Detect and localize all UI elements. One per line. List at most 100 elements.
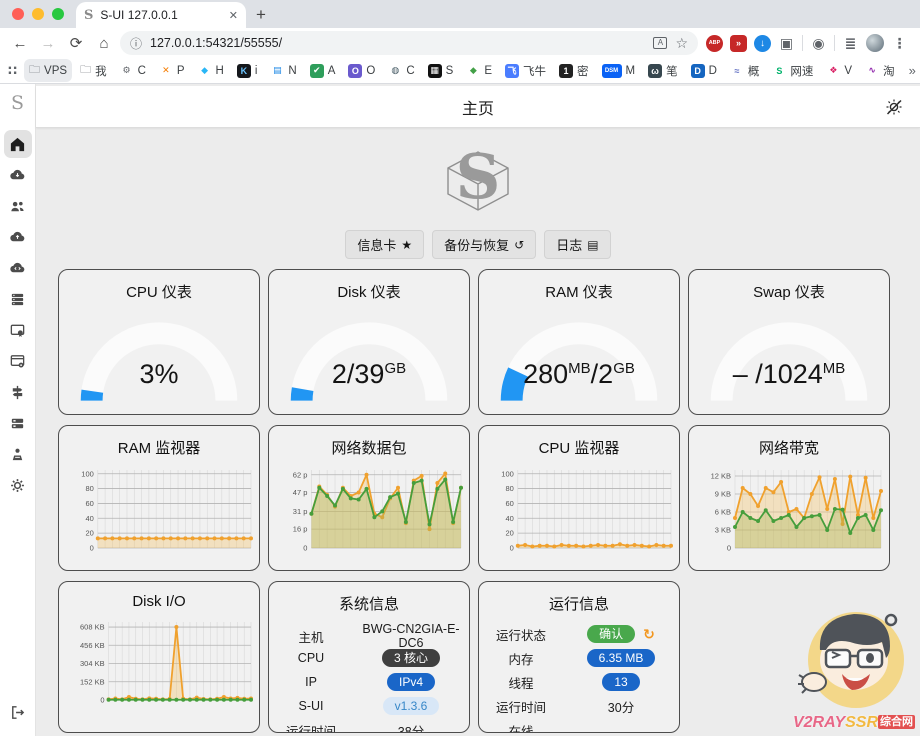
reload-icon[interactable]: ⟳ (64, 34, 88, 52)
sidebar-item-certificates[interactable] (4, 316, 32, 344)
status-badge: 6.35 MB (587, 649, 656, 667)
status-badge: IPv4 (387, 673, 435, 691)
log-button[interactable]: 日志 ▤ (544, 230, 610, 259)
gauge-value: 3% (59, 359, 259, 390)
bookmark-star-icon[interactable]: ☆ (675, 35, 688, 52)
new-tab-button[interactable]: + (246, 5, 278, 28)
info-cards-button[interactable]: 信息卡 ★ (345, 230, 424, 259)
bookmark-folder-me[interactable]: 🗀 我 (75, 59, 112, 82)
bookmark-item[interactable]: Ki (232, 62, 263, 80)
svg-text:31 p: 31 p (293, 507, 308, 516)
address-bar[interactable]: ⓘ 127.0.0.1:54321/55555/ A ☆ (120, 31, 698, 55)
maximize-window-icon[interactable] (52, 8, 64, 20)
theme-toggle-button[interactable] (884, 97, 904, 122)
info-label: CPU (269, 651, 353, 665)
backup-restore-button[interactable]: 备份与恢复 ↺ (432, 230, 536, 259)
profile-avatar[interactable] (866, 34, 884, 52)
sidebar-item-home[interactable] (4, 130, 32, 158)
bookmark-item[interactable]: ∿淘 (860, 61, 900, 81)
status-badge: 确认 (587, 625, 635, 643)
cpu-monitor-chart: 020406080100 (481, 462, 677, 562)
bookmark-folder-vps[interactable]: 🗀 VPS (24, 59, 72, 82)
bookmark-item[interactable]: ◍C (383, 62, 419, 80)
apps-grid-icon[interactable]: ∷ (8, 63, 18, 79)
restart-icon[interactable]: ↻ (643, 626, 655, 643)
bookmark-item[interactable]: DSMM (597, 62, 641, 80)
bookmark-item[interactable]: ≈概 (725, 61, 765, 81)
site-info-icon[interactable]: ⓘ (130, 35, 142, 52)
svg-text:80: 80 (505, 484, 513, 493)
bookmark-item[interactable]: ▦S (423, 62, 459, 80)
video-speed-extension-icon[interactable]: » (730, 35, 747, 52)
sidebar-item-settings[interactable] (4, 471, 32, 499)
browser-tab[interactable]: S S-UI 127.0.0.1 ✕ (76, 2, 246, 28)
bookmark-item[interactable]: OO (343, 62, 380, 80)
sidebar-item-endpoints[interactable] (4, 254, 32, 282)
bookmark-item[interactable]: DD (686, 62, 722, 80)
clients-icon (9, 198, 26, 215)
url-text[interactable]: 127.0.0.1:54321/55555/ (150, 36, 645, 50)
bookmark-item[interactable]: ⚙C (115, 62, 151, 80)
window-controls[interactable] (0, 0, 76, 28)
button-label: 信息卡 (357, 235, 396, 254)
gauge-value: 280MB/2GB (479, 359, 679, 390)
bookmark-favicon: ▦ (428, 64, 442, 78)
bookmark-item[interactable]: 飞飞牛 (500, 61, 551, 81)
bookmark-favicon: S (772, 64, 786, 78)
card-title: CPU 仪表 (59, 270, 259, 302)
home-icon[interactable]: ⌂ (92, 35, 116, 52)
bookmark-item[interactable]: ✔A (305, 62, 341, 80)
bookmark-item[interactable]: ◆H (193, 62, 229, 80)
sidebar-item-panel-settings[interactable] (4, 347, 32, 375)
bookmark-item[interactable]: ✕P (154, 62, 190, 80)
tab-search-icon[interactable]: ◉ (810, 35, 827, 52)
bookmark-item[interactable]: ❖V (821, 62, 857, 80)
svg-text:100: 100 (501, 469, 514, 478)
cloud-upload-icon (9, 229, 26, 246)
back-icon[interactable]: ← (8, 35, 32, 52)
cloud-download-icon (9, 167, 26, 184)
downloader-extension-icon[interactable]: ↓ (754, 35, 771, 52)
button-label: 备份与恢复 (444, 235, 509, 254)
svg-text:0: 0 (727, 544, 731, 553)
bookmark-item[interactable]: 1密 (554, 61, 594, 81)
watermark-ssr: SSR (845, 714, 878, 731)
card-title: 系统信息 (269, 582, 469, 614)
close-window-icon[interactable] (12, 8, 24, 20)
translate-icon[interactable]: A (653, 37, 667, 49)
page-header: 主页 (36, 86, 920, 128)
bookmark-item[interactable]: ◆E (461, 62, 497, 80)
system-info-card: 系统信息 主机BWG-CN2GIA-E-DC6CPU3 核心IPIPv4S-UI… (268, 581, 470, 733)
tab-close-icon[interactable]: ✕ (229, 9, 238, 22)
run-info-rows: 运行状态确认↻内存6.35 MB线程13运行时间30分在线 (479, 622, 679, 733)
info-value: 38分 (353, 721, 469, 734)
sidebar-item-rules[interactable] (4, 378, 32, 406)
sidebar-item-clients[interactable] (4, 192, 32, 220)
folder-icon: 🗀 (29, 61, 40, 80)
disk-io-chart: 0152 KB304 KB456 KB608 KB (61, 614, 257, 714)
bookmarks-list: ⚙C✕P◆HKi▤N✔AOO◍C▦S◆E飞飞牛1密DSMMω笔DD≈概S网速❖V… (115, 61, 900, 81)
forward-icon[interactable]: → (36, 35, 60, 52)
bookmark-item[interactable]: ▤N (265, 62, 301, 80)
minimize-window-icon[interactable] (32, 8, 44, 20)
bookmark-item[interactable]: ω笔 (643, 61, 683, 81)
extensions-puzzle-icon[interactable]: ▣ (778, 35, 795, 52)
network-bandwidth-chart: 03 KB6 KB9 KB12 KB (691, 462, 887, 562)
menu-kebab-icon[interactable]: ⋮ (891, 35, 908, 52)
run-info-card: 运行信息 运行状态确认↻内存6.35 MB线程13运行时间30分在线 (478, 581, 680, 733)
sidebar-item-servers[interactable] (4, 409, 32, 437)
svg-text:S: S (456, 140, 501, 213)
sidebar-item-logout[interactable] (4, 698, 32, 726)
monitors-row: RAM 监视器 020406080100 网络数据包 016 p31 p47 p… (58, 425, 890, 571)
sidebar-item-services[interactable] (4, 285, 32, 313)
sidebar-item-outbounds[interactable] (4, 223, 32, 251)
reading-list-icon[interactable]: ≣ (842, 35, 859, 52)
sidebar-item-admin[interactable] (4, 440, 32, 468)
adblock-extension-icon[interactable]: ABP (706, 35, 723, 52)
bookmark-item[interactable]: S网速 (767, 61, 818, 81)
bookmarks-overflow-icon[interactable]: » (903, 63, 920, 78)
info-row: CPU3 核心 (269, 646, 469, 670)
sidebar-item-inbounds[interactable] (4, 161, 32, 189)
svg-text:20: 20 (505, 529, 513, 538)
swap-gauge (698, 306, 880, 408)
